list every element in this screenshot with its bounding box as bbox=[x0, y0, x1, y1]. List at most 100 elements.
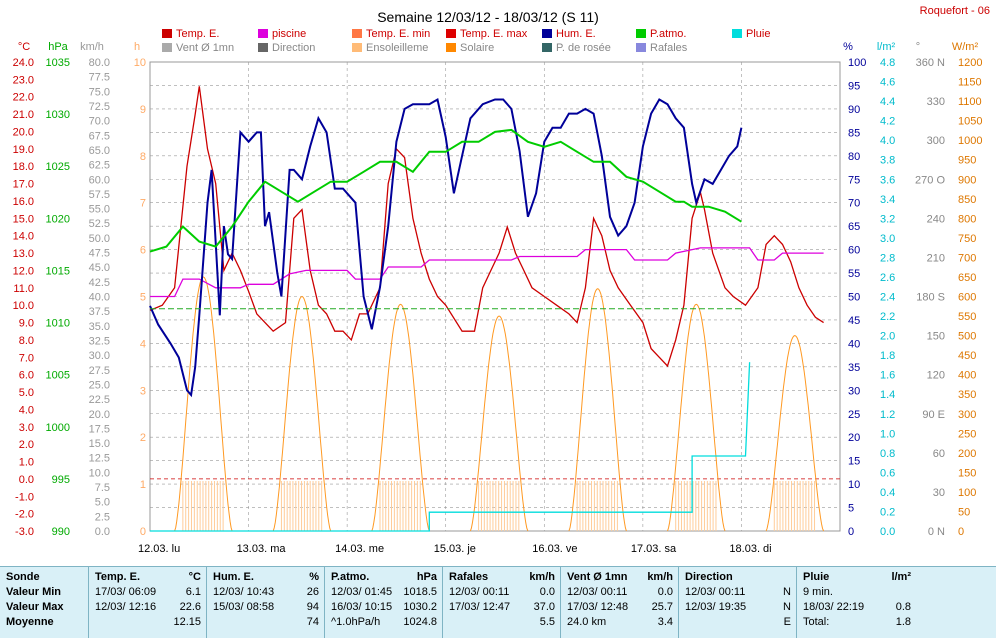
stats-row: Total: 1.8 bbox=[803, 616, 911, 632]
station-name: Roquefort - 06 bbox=[920, 5, 990, 17]
sun-axis-tick: 8 bbox=[140, 151, 146, 163]
stats-title: Rafales bbox=[449, 571, 489, 583]
rain-axis-tick: 3.2 bbox=[880, 213, 895, 225]
solar-curve bbox=[469, 315, 529, 532]
stats-value: 1.8 bbox=[895, 616, 911, 628]
stats-unit: °C bbox=[188, 571, 201, 583]
rain-axis-tick: 3.8 bbox=[880, 155, 895, 167]
dir-axis-tick: 300 bbox=[927, 135, 945, 147]
rain-axis-tick: 1.6 bbox=[880, 370, 895, 382]
dir-axis-tick: 360 N bbox=[916, 57, 945, 69]
stats-time: 18/03/ 22:19 bbox=[803, 601, 865, 613]
hum-axis-tick: 55 bbox=[848, 268, 860, 280]
hum-axis-tick: 10 bbox=[848, 479, 860, 491]
legend-label: Rafales bbox=[650, 42, 688, 54]
legend-label: Temp. E. bbox=[176, 28, 219, 40]
solar-axis-unit: W/m² bbox=[952, 41, 979, 53]
legend-label: P.atmo. bbox=[650, 28, 687, 40]
stats-row: 24.0 km 3.4 bbox=[567, 616, 673, 632]
hum-axis-tick: 15 bbox=[848, 456, 860, 468]
hum-axis-tick: 45 bbox=[848, 315, 860, 327]
series-line bbox=[149, 128, 742, 253]
solar-axis-tick: 1100 bbox=[958, 96, 982, 108]
stats-value: 22.6 bbox=[179, 601, 201, 613]
sun-axis-tick: 10 bbox=[134, 57, 146, 69]
dir-axis-tick: 240 bbox=[927, 213, 945, 225]
hum-axis-unit: % bbox=[843, 41, 853, 53]
legend-label: Hum. E. bbox=[556, 28, 596, 40]
stats-row: 5.5 bbox=[449, 616, 555, 632]
temp-axis-tick: 2.0 bbox=[19, 439, 34, 451]
stats-header: Hum. E.% bbox=[213, 571, 319, 587]
dir-axis-tick: 30 bbox=[933, 487, 945, 499]
stats-row: 12/03/ 00:11 0.0 bbox=[567, 586, 673, 602]
stats-row-label: Valeur Max bbox=[6, 601, 64, 613]
stats-row: E bbox=[685, 616, 791, 632]
legend-swatch bbox=[542, 43, 552, 52]
stats-col-rain: Pluie l/m² 9 min. 18/03/ 22:19 0.8 Total: 1.8 bbox=[796, 567, 917, 638]
stats-row: 18/03/ 22:19 0.8 bbox=[803, 601, 911, 617]
temp-axis-tick: 23.0 bbox=[13, 74, 34, 86]
legend-label: Temp. E. max bbox=[460, 28, 528, 40]
stats-time: 12/03/ 19:35 bbox=[685, 601, 747, 613]
legend-swatch bbox=[162, 29, 172, 38]
stats-col-sonde: Sonde Valeur Min Valeur Max Moyenne bbox=[0, 567, 88, 638]
stats-value: 0.8 bbox=[895, 601, 911, 613]
rain-axis-tick: 2.6 bbox=[880, 272, 895, 284]
dir-axis-tick: 270 O bbox=[915, 174, 945, 186]
series bbox=[149, 86, 825, 532]
stats-row: 74 bbox=[213, 616, 319, 632]
stats-value: 12.15 bbox=[173, 616, 201, 628]
hum-axis-tick: 20 bbox=[848, 432, 860, 444]
stats-title: Vent Ø 1mn bbox=[567, 571, 628, 583]
solar-axis-tick: 850 bbox=[958, 194, 976, 206]
rain-axis-tick: 2.0 bbox=[880, 331, 895, 343]
stats-row-label: Valeur Min bbox=[6, 586, 62, 598]
solar-axis-tick: 1050 bbox=[958, 116, 982, 128]
solar-axis-tick: 100 bbox=[958, 487, 976, 499]
solar-axis-tick: 300 bbox=[958, 409, 976, 421]
stats-header: Vent Ø 1mn km/h bbox=[567, 571, 673, 587]
legend-label: Ensoleilleme bbox=[366, 42, 428, 54]
temp-axis-tick: 15.0 bbox=[13, 213, 34, 225]
solar-axis-tick: 350 bbox=[958, 389, 976, 401]
wind-axis-tick: 52.5 bbox=[89, 218, 110, 230]
wind-axis-tick: 57.5 bbox=[89, 189, 110, 201]
rain-axis-unit: l/m² bbox=[877, 41, 896, 53]
press-axis-tick: 1025 bbox=[46, 161, 70, 173]
stats-time: 12/03/ 01:45 bbox=[331, 586, 393, 598]
solar-axis-tick: 200 bbox=[958, 448, 976, 460]
temp-axis-tick: 14.0 bbox=[13, 231, 34, 243]
stats-unit: km/h bbox=[647, 571, 673, 583]
wind-axis-tick: 50.0 bbox=[89, 233, 110, 245]
press-axis-tick: 1010 bbox=[46, 318, 70, 330]
stats-time: 16/03/ 10:15 bbox=[331, 601, 393, 613]
chart-title: Semaine 12/03/12 - 18/03/12 (S 11) bbox=[377, 9, 599, 25]
temp-axis-tick: -1.0 bbox=[15, 491, 34, 503]
solar-axis-tick: 450 bbox=[958, 350, 976, 362]
legend-label: Solaire bbox=[460, 42, 494, 54]
hum-axis-tick: 0 bbox=[848, 526, 854, 538]
stats-row: 15/03/ 08:58 94 bbox=[213, 601, 319, 617]
series-line bbox=[150, 362, 751, 532]
rain-axis-tick: 1.2 bbox=[880, 409, 895, 421]
stats-value: 3.4 bbox=[657, 616, 673, 628]
stats-row: 9 min. bbox=[803, 586, 911, 602]
solar-axis-tick: 150 bbox=[958, 467, 976, 479]
stats-time: 12/03/ 00:11 bbox=[449, 586, 510, 598]
stats-row: 12/03/ 19:35 N bbox=[685, 601, 791, 617]
stats-time: 17/03/ 12:47 bbox=[449, 601, 511, 613]
stats-header: Pluie l/m² bbox=[803, 571, 911, 587]
press-axis-tick: 1020 bbox=[46, 213, 70, 225]
wind-axis-tick: 20.0 bbox=[89, 409, 110, 421]
legend-swatch bbox=[446, 29, 456, 38]
stats-time: 12/03/ 10:43 bbox=[213, 586, 275, 598]
rain-axis-tick: 4.6 bbox=[880, 77, 895, 89]
wind-axis-tick: 60.0 bbox=[89, 174, 110, 186]
hum-axis-tick: 85 bbox=[848, 127, 860, 139]
dir-axis-tick: 90 E bbox=[922, 409, 945, 421]
hum-axis-tick: 50 bbox=[848, 292, 860, 304]
wind-axis-tick: 45.0 bbox=[89, 262, 110, 274]
axes: 24.023.022.021.020.019.018.017.016.015.0… bbox=[13, 41, 983, 555]
stats-col-hum: Hum. E.% 12/03/ 10:43 26 15/03/ 08:58 94 74 bbox=[206, 567, 325, 638]
